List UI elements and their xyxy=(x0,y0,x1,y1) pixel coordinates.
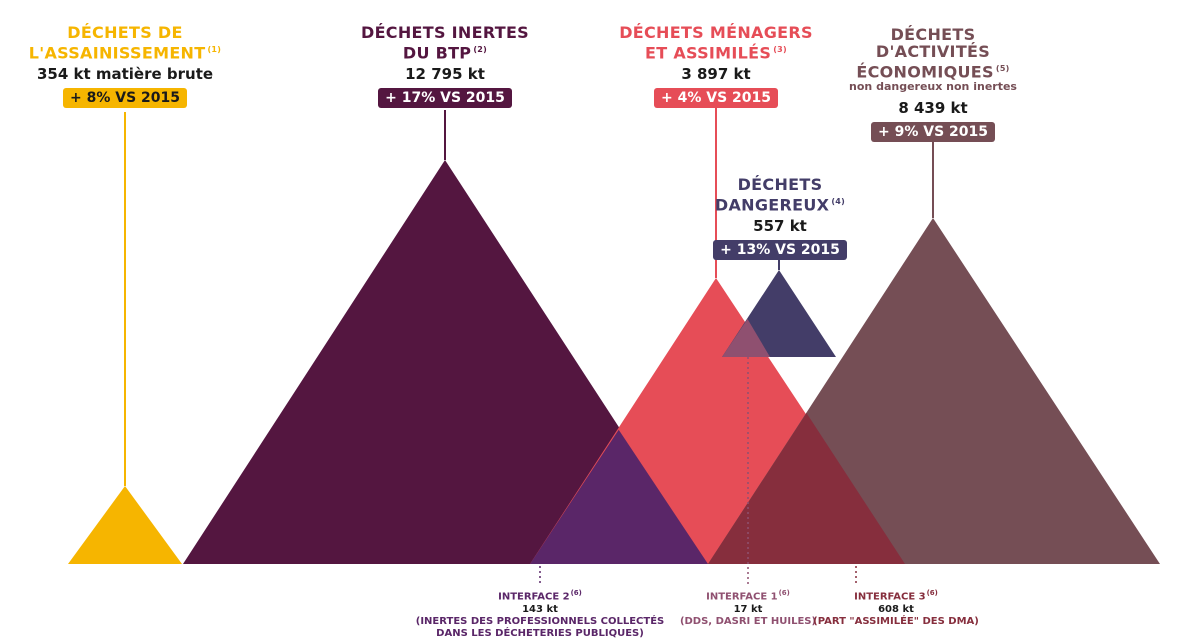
menagers-title: DÉCHETS MÉNAGERS ET ASSIMILÉS (3) xyxy=(619,23,813,63)
activites-change-badge: + 9% VS 2015 xyxy=(870,122,995,143)
assainissement-value: 354 kt matière brute xyxy=(36,65,214,84)
activites-subtitle: non dangereux non inertes xyxy=(849,80,1017,94)
dangereux-label: DÉCHETS DANGEREUX (4) 557 kt + 13% VS 201… xyxy=(690,175,870,261)
assainissement-triangle xyxy=(68,486,182,564)
interface1-value: 17 kt xyxy=(733,604,763,616)
interface3-overlap xyxy=(708,413,905,564)
interface2-title: INTERFACE 2(6) xyxy=(498,589,582,603)
interface2-value: 143 kt xyxy=(522,604,558,616)
dangereux-title: DÉCHETS DANGEREUX (4) xyxy=(714,175,846,215)
interface1-label: INTERFACE 1(6) 17 kt (DDS, DASRI ET HUIL… xyxy=(668,587,828,628)
assainissement-change-badge: + 8% VS 2015 xyxy=(62,88,187,109)
activites-title: DÉCHETS D'ACTIVITÉS ÉCONOMIQUES (5) xyxy=(856,25,1010,82)
btp-value: 12 795 kt xyxy=(405,65,485,84)
menagers-label: DÉCHETS MÉNAGERS ET ASSIMILÉS (3) 3 897 k… xyxy=(606,23,826,109)
dangereux-value: 557 kt xyxy=(753,217,807,236)
dangereux-change-badge: + 13% VS 2015 xyxy=(713,240,847,261)
interface3-label: INTERFACE 3(6) 608 kt (PART "ASSIMILÉE" … xyxy=(806,587,986,628)
assainissement-label: DÉCHETS DE L'ASSAINISSEMENT (1) 354 kt ma… xyxy=(20,23,230,109)
btp-triangle xyxy=(183,160,708,564)
interface2-label: INTERFACE 2(6) 143 kt (INERTES DES PROFE… xyxy=(410,587,670,640)
assainissement-title: DÉCHETS DE L'ASSAINISSEMENT (1) xyxy=(28,23,222,63)
interface2-overlap xyxy=(530,429,708,564)
menagers-value: 3 897 kt xyxy=(681,65,751,84)
interface1-overlap xyxy=(722,319,770,357)
activites-value: 8 439 kt xyxy=(898,99,968,118)
interface2-detail: (INERTES DES PROFESSIONNELS COLLECTÉS DA… xyxy=(415,616,665,640)
interface1-detail: (DDS, DASRI ET HUILES) xyxy=(679,616,817,628)
btp-title: DÉCHETS INERTES DU BTP (2) xyxy=(360,23,530,63)
interface3-title: INTERFACE 3(6) xyxy=(854,589,938,603)
interface1-title: INTERFACE 1(6) xyxy=(706,589,790,603)
interface3-value: 608 kt xyxy=(878,604,914,616)
menagers-change-badge: + 4% VS 2015 xyxy=(653,88,778,109)
interface3-detail: (PART "ASSIMILÉE" DES DMA) xyxy=(813,616,979,628)
btp-label: DÉCHETS INERTES DU BTP (2) 12 795 kt + 17… xyxy=(335,23,555,109)
activites-label: DÉCHETS D'ACTIVITÉS ÉCONOMIQUES (5) non d… xyxy=(828,25,1038,143)
btp-change-badge: + 17% VS 2015 xyxy=(378,88,512,109)
